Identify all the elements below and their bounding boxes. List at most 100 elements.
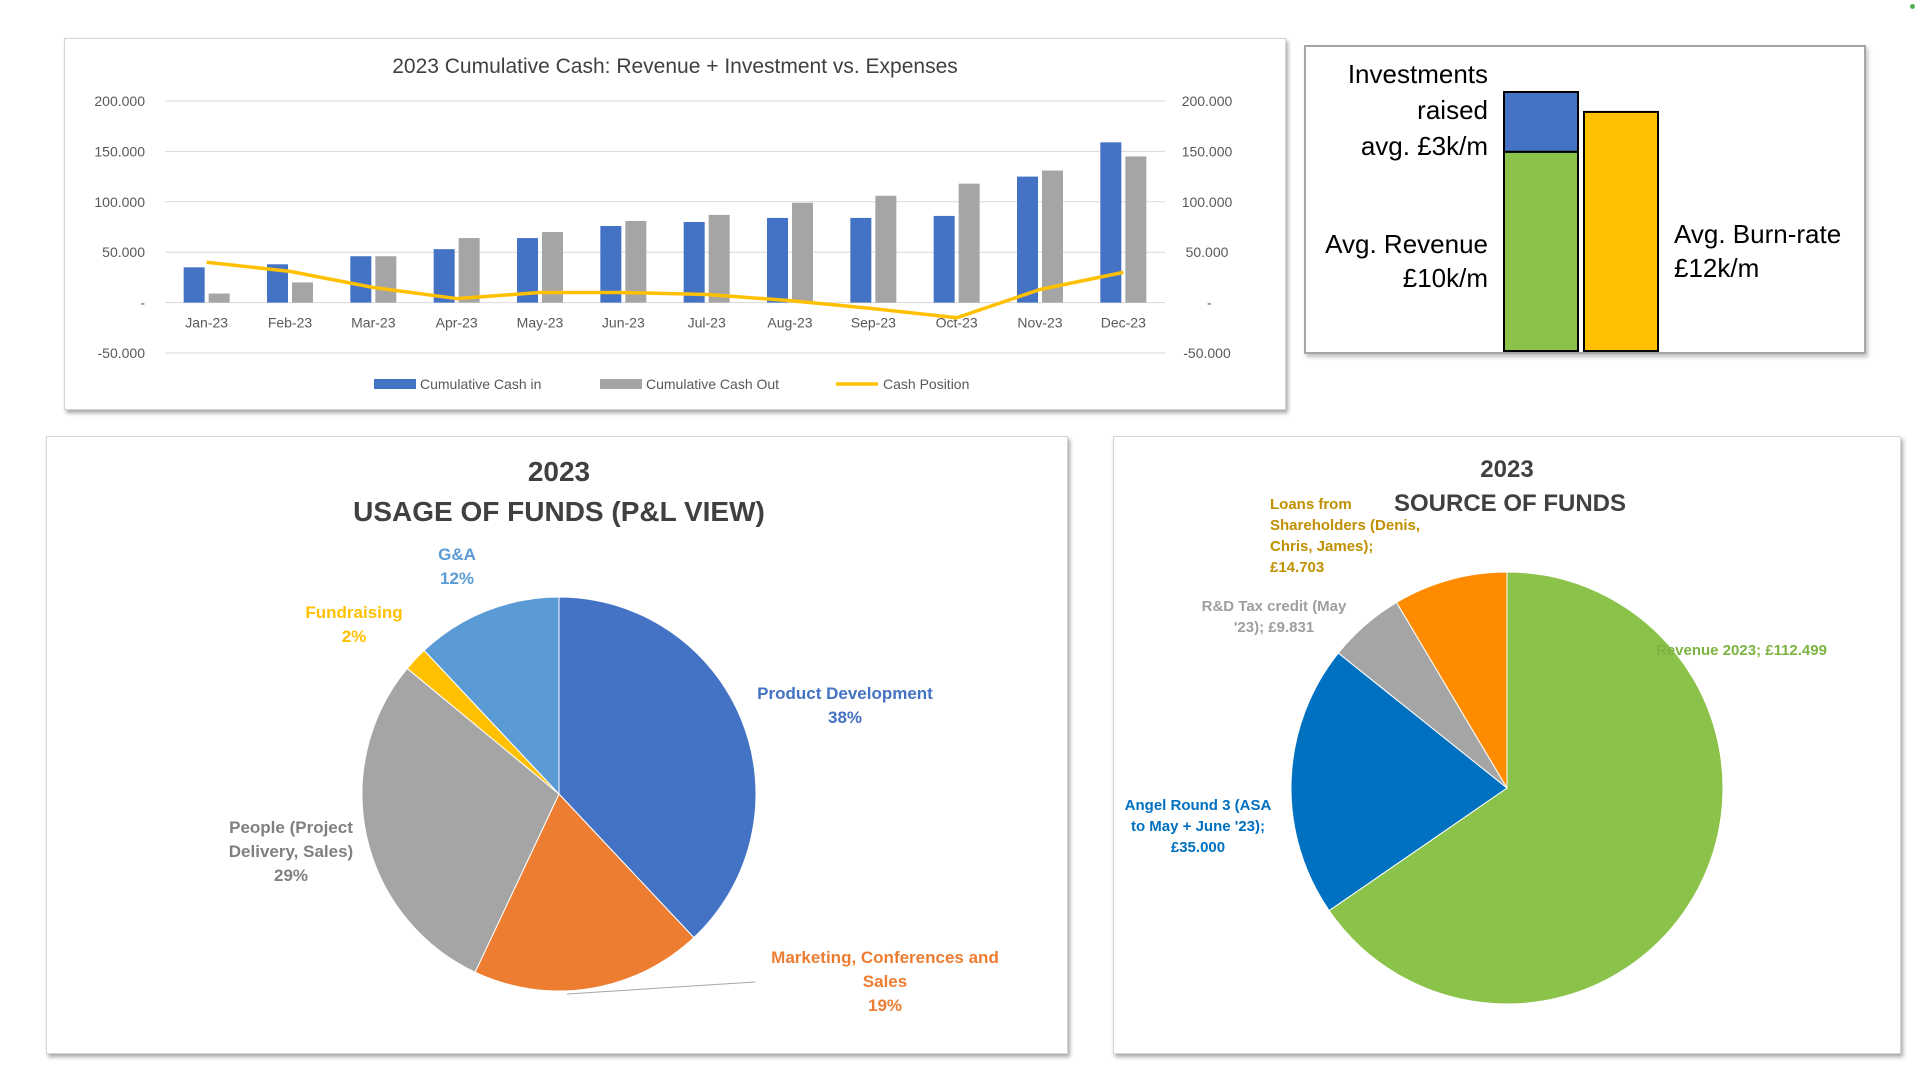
bar-cash-in	[1017, 176, 1038, 303]
x-tick-label: Oct-23	[936, 315, 978, 331]
cumulative-cash-chart: 2023 Cumulative Cash: Revenue + Investme…	[94, 55, 1233, 392]
bar-cash-out	[958, 183, 980, 303]
source-slice-3	[1395, 571, 1508, 790]
y-tick-label-right: -	[1207, 295, 1212, 311]
x-tick-label: Jan-23	[185, 315, 228, 331]
y-tick-label-left: -	[140, 295, 145, 311]
source-of-funds-chart: 2023 SOURCE OF FUNDS Revenue 2023; £112.49…	[1125, 456, 1827, 1005]
bar-cash-out	[1125, 156, 1147, 303]
legend-label-cash-in: Cumulative Cash in	[420, 376, 541, 392]
usage-of-funds-panel: 2023 USAGE OF FUNDS (P&L VIEW) Product Dev…	[46, 436, 1068, 1054]
source-of-funds-panel: 2023 SOURCE OF FUNDS Revenue 2023; £112.49…	[1113, 436, 1901, 1054]
usage-slice-label: Delivery, Sales)	[229, 842, 353, 861]
bar-cash-out	[458, 238, 480, 303]
bar-cash-out	[708, 214, 730, 303]
chart-title: 2023 Cumulative Cash: Revenue + Investme…	[392, 55, 958, 78]
pie-title: USAGE OF FUNDS (P&L VIEW)	[353, 496, 765, 527]
usage-slice-label: G&A	[438, 545, 476, 564]
x-tick-label: May-23	[517, 315, 564, 331]
bar-cash-in	[767, 217, 788, 303]
source-slice-label: Chris, James);	[1270, 538, 1373, 555]
label-investments: avg. £3k/m	[1361, 131, 1488, 161]
label-avg-revenue: Avg. Revenue	[1325, 229, 1488, 259]
source-slice-label: Revenue 2023; £112.499	[1656, 642, 1827, 659]
pie-title-year: 2023	[1480, 456, 1533, 483]
bar-cash-out	[875, 195, 897, 303]
source-slice-label: £35.000	[1171, 839, 1225, 856]
source-slice-1	[1290, 652, 1508, 912]
legend-label-cash-position: Cash Position	[883, 376, 969, 392]
label-avg-burn: £12k/m	[1674, 253, 1759, 283]
y-tick-label-left: 100.000	[94, 194, 145, 210]
bar-cash-in	[517, 238, 538, 303]
line-cash-position	[206, 260, 1124, 320]
bar-cash-out	[375, 256, 397, 303]
usage-slice-pct: 2%	[342, 627, 367, 646]
bar-cash-out	[625, 220, 647, 303]
legend-swatch-cash-out	[600, 379, 642, 389]
y-tick-label-right: -50.000	[1183, 345, 1231, 361]
label-investments: raised	[1417, 95, 1488, 125]
bar-avg-investment	[1503, 91, 1579, 153]
source-slice-label: Loans from	[1270, 496, 1352, 513]
y-tick-label-left: 200.000	[94, 93, 145, 109]
x-tick-label: Aug-23	[767, 315, 812, 331]
source-slice-label: Shareholders (Denis,	[1270, 517, 1420, 534]
usage-slice-pct: 12%	[440, 569, 474, 588]
usage-slice-label: People (Project	[229, 818, 353, 837]
usage-slice-pct: 19%	[868, 996, 902, 1015]
x-tick-label: Jul-23	[688, 315, 726, 331]
usage-slice-label: Product Development	[757, 684, 933, 703]
bar-cash-in	[433, 249, 455, 303]
bar-cash-in	[350, 256, 372, 303]
bar-avg-burn	[1583, 110, 1659, 352]
label-avg-revenue: £10k/m	[1403, 263, 1488, 293]
bar-cash-out	[792, 202, 813, 303]
pie-title: SOURCE OF FUNDS	[1394, 490, 1626, 517]
y-tick-label-right: 50.000	[1186, 244, 1229, 260]
bar-cash-in	[683, 221, 705, 303]
legend-swatch-cash-in	[374, 379, 416, 389]
average-rates-panel: Investments raised avg. £3k/m Avg. Revenue £…	[1304, 45, 1866, 354]
y-tick-label-left: 50.000	[102, 244, 145, 260]
bar-cash-in	[933, 215, 955, 303]
leader-line-marketing	[566, 981, 756, 995]
x-tick-label: Apr-23	[436, 315, 478, 331]
legend-label-cash-out: Cumulative Cash Out	[646, 376, 779, 392]
usage-slice-pct: 38%	[828, 708, 862, 727]
bar-cash-in	[600, 225, 622, 303]
bar-avg-revenue	[1503, 150, 1579, 353]
label-avg-burn: Avg. Burn-rate	[1674, 219, 1841, 249]
usage-slice-label: Fundraising	[305, 603, 402, 622]
usage-slice-4	[423, 596, 560, 796]
x-tick-label: Mar-23	[351, 315, 396, 331]
cumulative-cash-chart-panel: 2023 Cumulative Cash: Revenue + Investme…	[64, 38, 1286, 410]
usage-slice-label: Marketing, Conferences and	[771, 948, 999, 967]
y-tick-label-right: 100.000	[1182, 194, 1233, 210]
usage-slice-2	[361, 667, 560, 973]
y-tick-label-left: 150.000	[94, 143, 145, 159]
bar-cash-in	[850, 217, 872, 303]
bar-cash-out	[542, 232, 563, 303]
bar-cash-out	[292, 282, 313, 303]
bar-cash-in	[183, 267, 205, 303]
bar-cash-out	[208, 293, 230, 303]
label-investments: Investments	[1348, 59, 1488, 89]
y-tick-label-right: 200.000	[1182, 93, 1233, 109]
source-slice-label: '23); £9.831	[1234, 619, 1314, 636]
x-tick-label: Nov-23	[1017, 315, 1062, 331]
source-slice-label: R&D Tax credit (May	[1202, 598, 1347, 615]
x-tick-label: Feb-23	[268, 315, 313, 331]
source-slice-0	[1328, 571, 1724, 1005]
x-tick-label: Dec-23	[1101, 315, 1146, 331]
x-tick-label: Jun-23	[602, 315, 645, 331]
usage-slice-pct: 29%	[274, 866, 308, 885]
average-rates-chart: Investments raised avg. £3k/m Avg. Revenue £…	[1325, 59, 1841, 353]
usage-slice-1	[474, 793, 695, 992]
source-slice-label: Angel Round 3 (ASA	[1125, 797, 1272, 814]
source-slice-label: £14.703	[1270, 559, 1324, 576]
x-tick-label: Sep-23	[851, 315, 896, 331]
usage-slice-label: Sales	[863, 972, 907, 991]
pie-title-year: 2023	[528, 456, 590, 487]
usage-of-funds-chart: 2023 USAGE OF FUNDS (P&L VIEW) Product Dev…	[229, 456, 999, 1015]
